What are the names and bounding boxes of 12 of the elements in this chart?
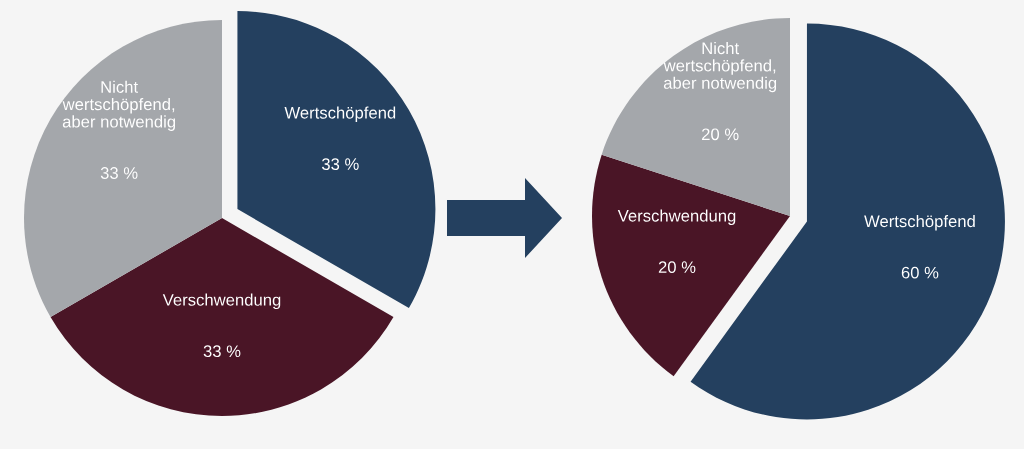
data-label: 33 % (203, 345, 241, 358)
data-label: 33 % (321, 158, 359, 170)
slice-label: Verschwendung (617, 209, 736, 225)
slice-label: Nicht wertschöpfend, aber notwendig (663, 41, 777, 93)
data-label: 20 % (658, 261, 696, 274)
slice-label: Wertschöpfend (864, 214, 975, 231)
data-label: 60 % (901, 266, 939, 279)
slice-label: Nicht wertschöpfend, aber notwendig (62, 80, 176, 131)
data-label: 33 % (100, 167, 138, 179)
slice-label: Wertschöpfend (284, 106, 396, 122)
slice-label: Verschwendung (162, 293, 281, 310)
data-label: 20 % (702, 128, 739, 141)
